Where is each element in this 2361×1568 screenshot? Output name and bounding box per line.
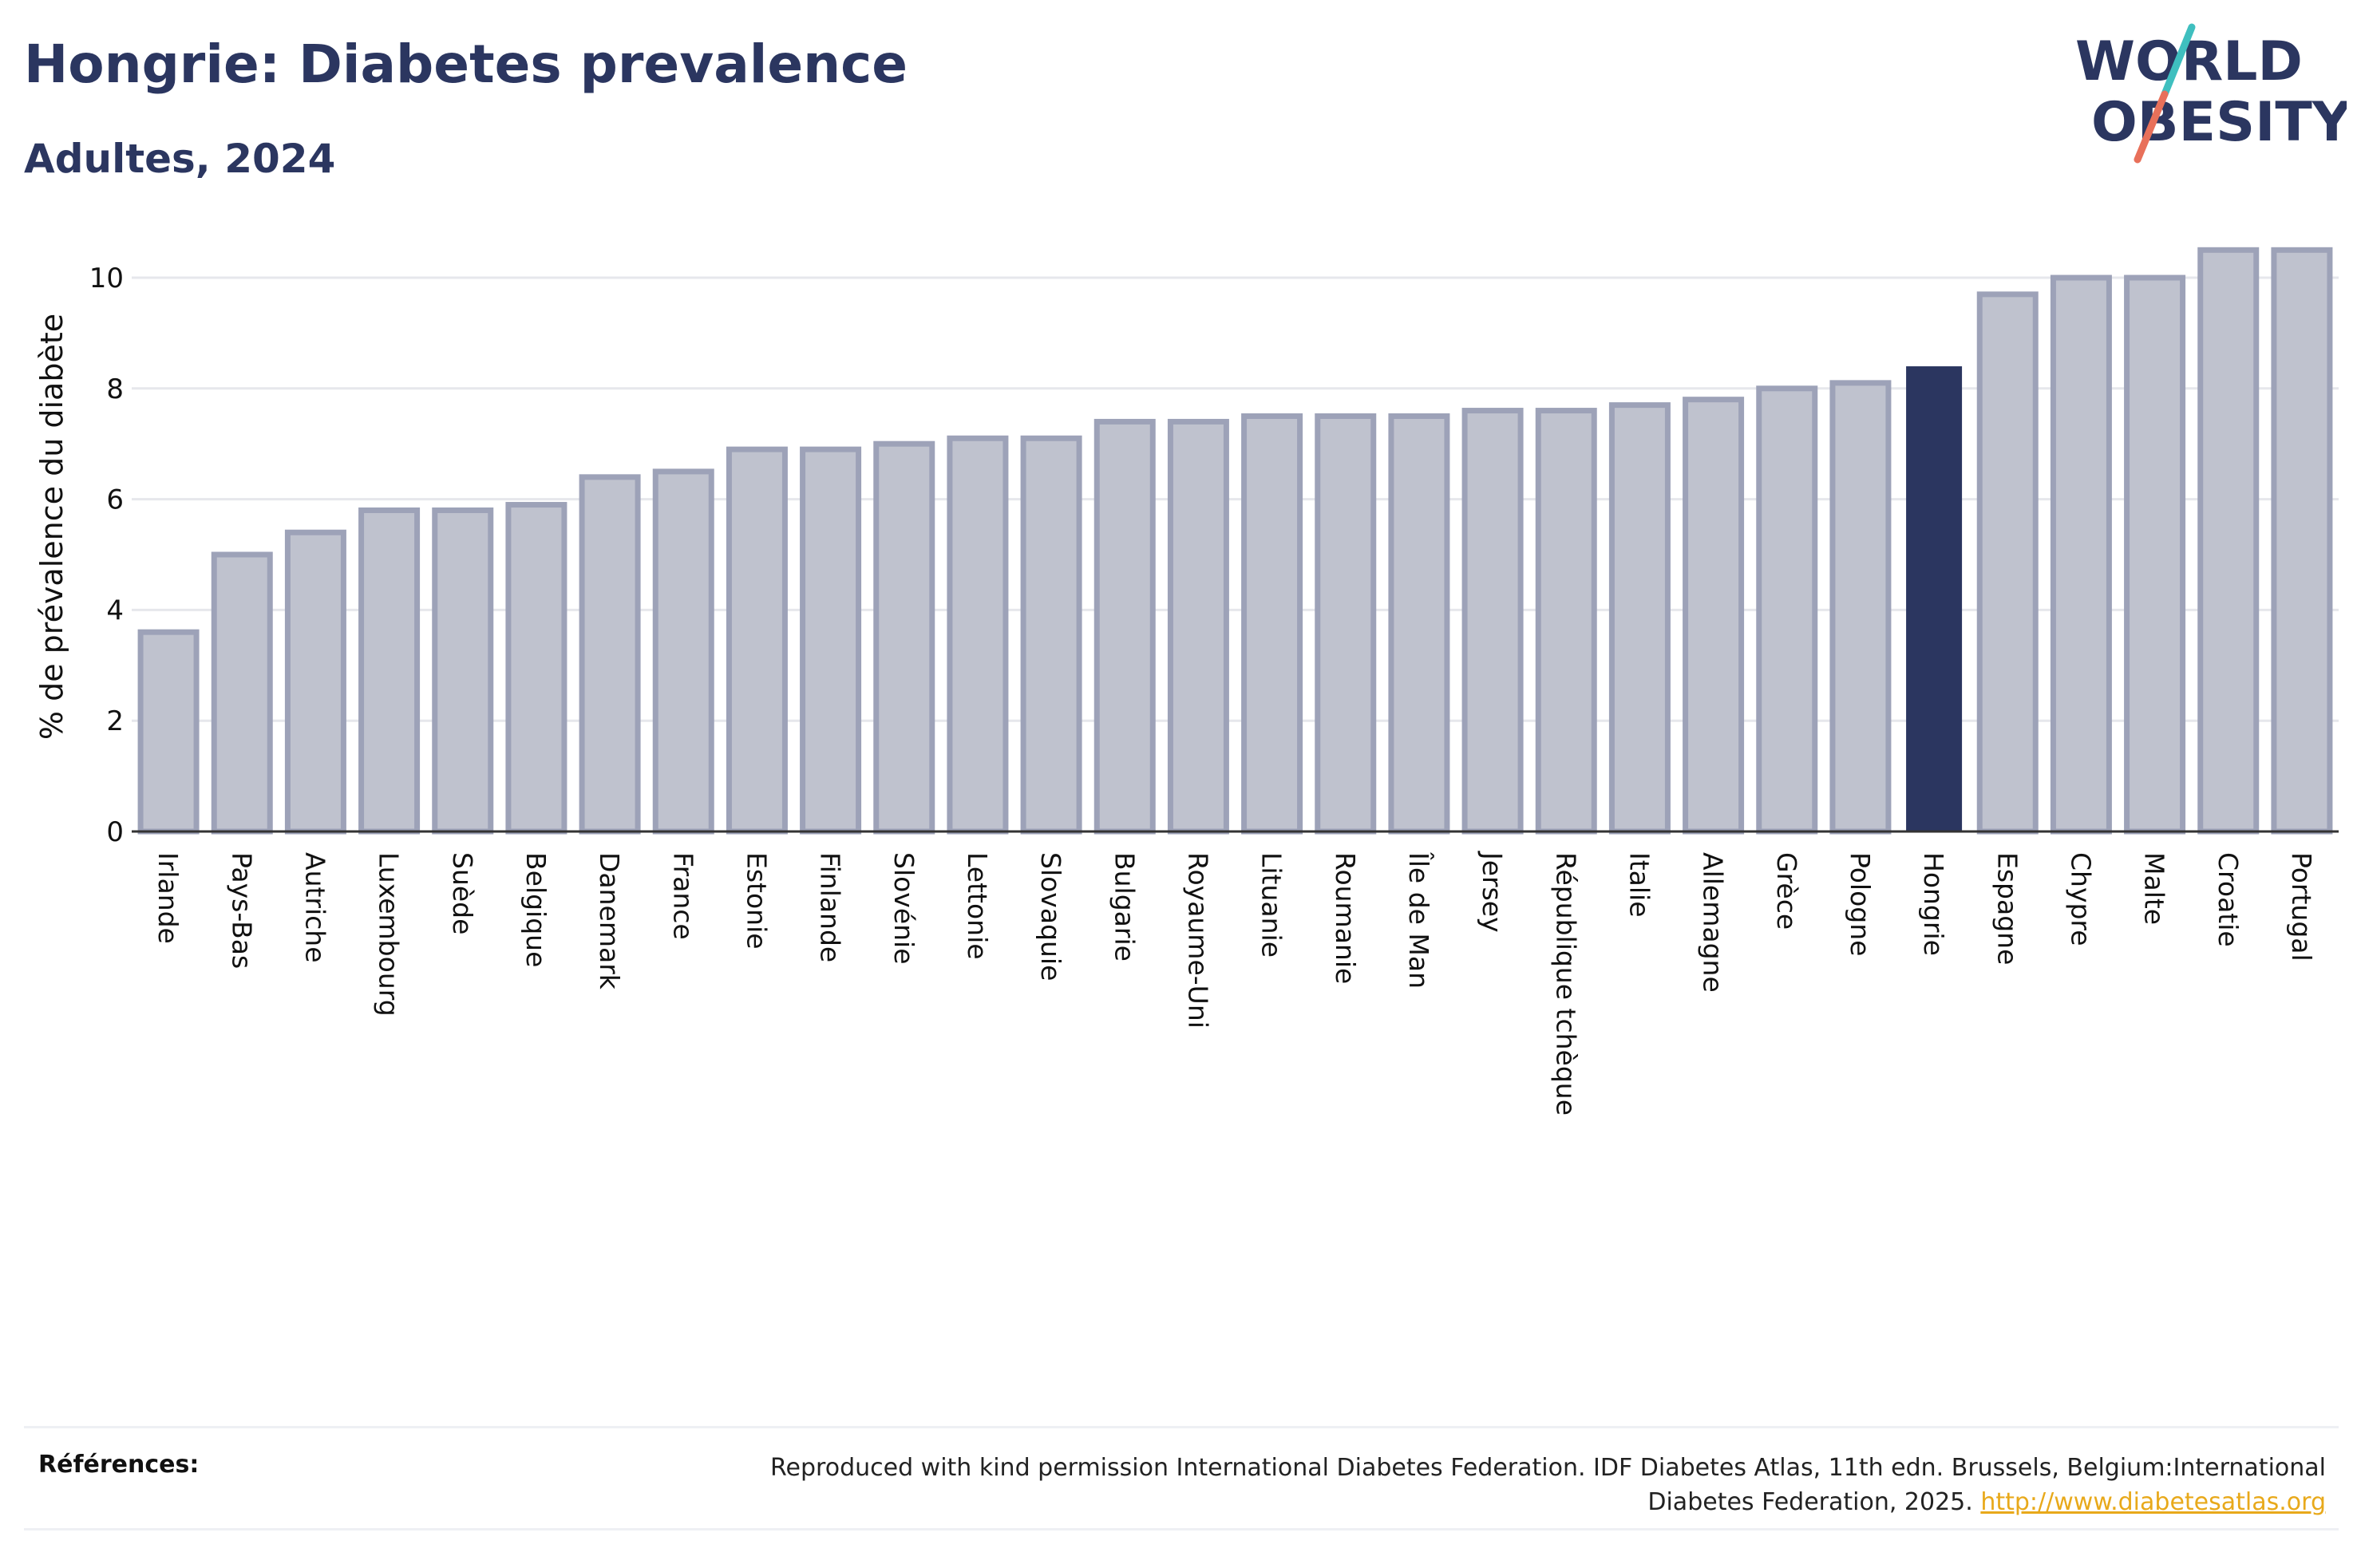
x-category-label: République tchèque (1550, 852, 1581, 1116)
bar (1461, 408, 1524, 835)
x-category-label: Portugal (2286, 852, 2317, 962)
x-category-label: Slovénie (888, 852, 919, 965)
chart-subtitle: Adultes, 2024 (24, 136, 336, 182)
x-category-label: Espagne (1991, 852, 2023, 965)
bar (505, 502, 568, 835)
x-category-label: Royaume-Uni (1182, 852, 1213, 1029)
x-category-label: Suède (447, 852, 478, 934)
references-label: Références: (38, 1451, 200, 1479)
bar (947, 435, 1009, 835)
x-category-label: Chypre (2065, 852, 2096, 946)
bar (1241, 413, 1303, 835)
bar (1829, 380, 1892, 835)
references-text: Reproduced with kind permission Internat… (770, 1454, 2326, 1516)
x-category-label: Croatie (2213, 852, 2244, 947)
x-category-label: Bulgarie (1109, 852, 1140, 962)
bar (1683, 397, 1745, 835)
grid-lines (132, 276, 2339, 722)
x-category-label: Grèce (1771, 852, 1802, 930)
bar (2050, 274, 2112, 835)
x-category-label: Allemagne (1698, 852, 1729, 993)
x-category-label: Irlande (152, 852, 184, 944)
x-category-label: Île de Man (1403, 851, 1435, 989)
logo-line-obesity: OBESITY (2091, 91, 2347, 154)
x-category-label: Lituanie (1256, 852, 1287, 958)
bar (2271, 247, 2333, 835)
x-category-label: Danemark (594, 852, 625, 990)
y-tick-label: 0 (106, 816, 124, 848)
y-axis-ticks: 0 2 4 6 8 10 (89, 263, 124, 848)
x-category-label: Autriche (299, 852, 330, 963)
x-category-label: Hongrie (1918, 852, 1949, 956)
bar (1756, 385, 1818, 835)
bar-highlight (1906, 366, 1963, 831)
bar (726, 446, 788, 835)
x-category-label: Malte (2139, 852, 2170, 925)
x-category-label: Jersey (1477, 851, 1508, 933)
bar (800, 446, 862, 835)
y-tick-label: 4 (106, 594, 124, 626)
bar (652, 468, 714, 835)
references-link[interactable]: http://www.diabetesatlas.org (1980, 1488, 2326, 1516)
y-axis-title: % de prévalence du diabète (34, 314, 69, 740)
x-category-label: Estonie (741, 852, 772, 950)
y-tick-label: 6 (106, 484, 124, 516)
x-category-label: France (667, 852, 698, 940)
y-tick-label: 2 (106, 705, 124, 737)
bar (137, 629, 200, 835)
bar (358, 507, 421, 835)
bar (1976, 291, 2039, 835)
bar (1167, 418, 1229, 835)
x-category-label: Lettonie (962, 852, 993, 960)
bar (1388, 413, 1450, 835)
bar (1020, 435, 1082, 835)
bar (284, 529, 346, 835)
bar (2197, 247, 2260, 835)
x-category-label: Italie (1623, 852, 1655, 918)
x-category-label: Belgique (520, 852, 552, 967)
bar (1093, 418, 1156, 835)
bar (211, 551, 273, 835)
chart-title: Hongrie: Diabetes prevalence (24, 34, 908, 95)
logo-slash-teal (2161, 23, 2196, 98)
x-category-label: Slovaquie (1035, 852, 1066, 981)
bar (432, 507, 494, 835)
x-category-label: Roumanie (1330, 852, 1361, 984)
references-footer: Références: Reproduced with kind permiss… (24, 1426, 2339, 1530)
x-category-label: Finlande (815, 852, 846, 962)
bar (1608, 402, 1671, 835)
x-axis-categories: Irlande Pays-Bas Autriche Luxembourg Suède Be… (152, 851, 2317, 1116)
bar (579, 474, 641, 835)
x-category-label: Pays-Bas (226, 852, 257, 969)
logo-slash-coral (2134, 90, 2169, 164)
x-category-label: Luxembourg (374, 852, 405, 1017)
world-obesity-logo: WORLD OBESITY (2075, 23, 2347, 164)
bar (1315, 413, 1377, 835)
bar (2124, 274, 2186, 835)
bar (873, 440, 935, 835)
bar-chart: 0 2 4 6 8 10 Irlande Pays-Bas Autriche Luxembour… (34, 247, 2339, 1116)
bars (137, 247, 2333, 835)
y-tick-label: 10 (89, 263, 124, 294)
bar (1535, 408, 1597, 835)
x-category-label: Pologne (1845, 852, 1876, 956)
y-tick-label: 8 (106, 373, 124, 405)
references-text-block: Reproduced with kind permission Internat… (690, 1451, 2326, 1519)
